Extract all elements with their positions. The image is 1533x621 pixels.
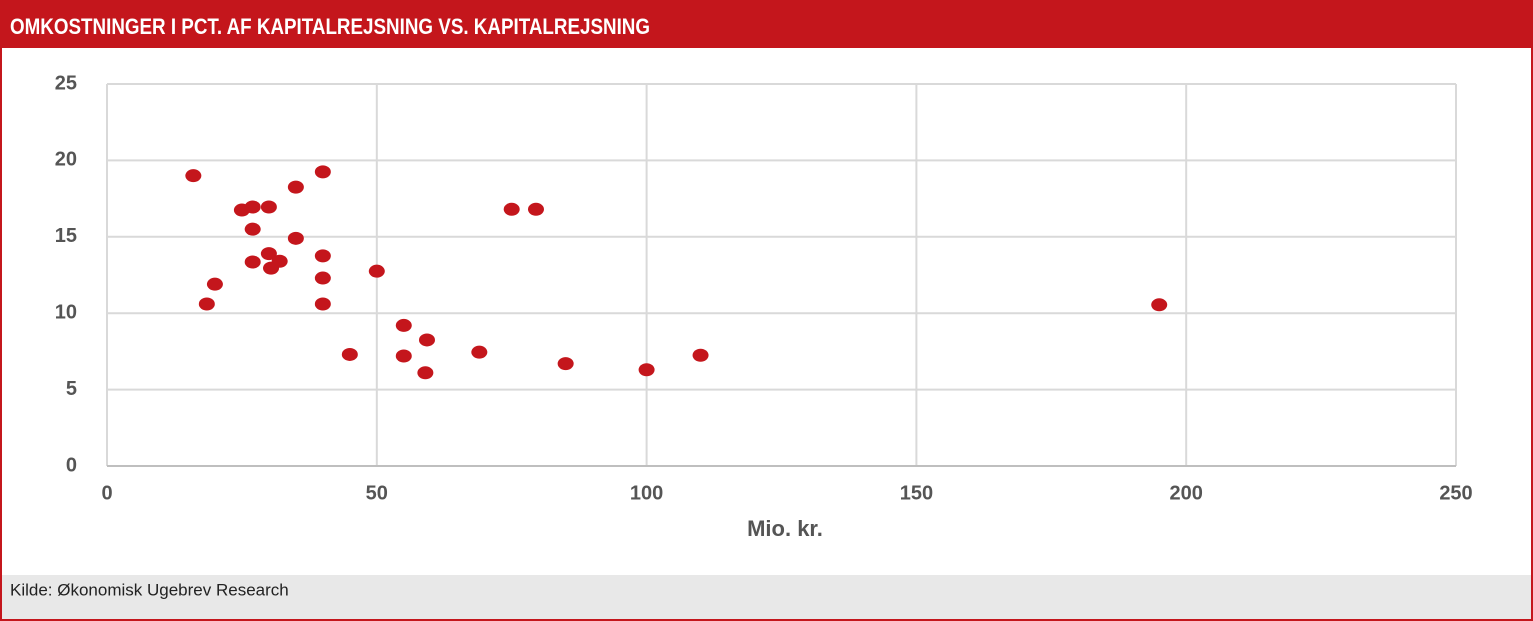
point [395, 318, 412, 332]
x-tick-label: 200 [1170, 482, 1203, 504]
point [557, 357, 574, 371]
source: Kilde: Økonomisk Ugebrev Research [10, 580, 289, 599]
y-tick-label: 0 [66, 454, 77, 476]
point [260, 247, 277, 261]
point [244, 200, 261, 214]
point [314, 297, 331, 311]
x-tick-label: 100 [630, 482, 663, 504]
point [206, 277, 223, 291]
point [503, 202, 520, 216]
x-tick-label: 0 [101, 482, 112, 504]
point [471, 345, 488, 359]
y-tick-label: 20 [55, 149, 77, 171]
footer-band [2, 575, 1531, 619]
point [198, 297, 215, 311]
chart-title: OMKOSTNINGER I PCT. AF KAPITALREJSNING V… [10, 14, 650, 39]
x-tick-label: 150 [900, 482, 933, 504]
point [244, 255, 261, 269]
point [271, 254, 288, 268]
point [395, 349, 412, 363]
y-tick-label: 5 [66, 378, 77, 400]
x-tick-label: 250 [1439, 482, 1472, 504]
point [287, 231, 304, 245]
point [418, 333, 435, 347]
point [368, 264, 385, 278]
point [287, 180, 304, 194]
point [314, 271, 331, 285]
point [260, 200, 277, 214]
point [692, 348, 709, 362]
x-tick-label: 50 [366, 482, 388, 504]
x-axis-label: Mio. kr. [747, 516, 823, 541]
title-band [2, 2, 1531, 48]
point [314, 165, 331, 179]
point [638, 363, 655, 377]
point [527, 202, 544, 216]
point [314, 249, 331, 263]
point [244, 222, 261, 236]
y-tick-label: 15 [55, 225, 77, 247]
point [185, 169, 202, 183]
y-tick-label: 10 [55, 301, 77, 323]
point [1151, 298, 1168, 312]
point [417, 366, 434, 380]
y-tick-label: 25 [55, 72, 77, 94]
point [341, 347, 358, 361]
